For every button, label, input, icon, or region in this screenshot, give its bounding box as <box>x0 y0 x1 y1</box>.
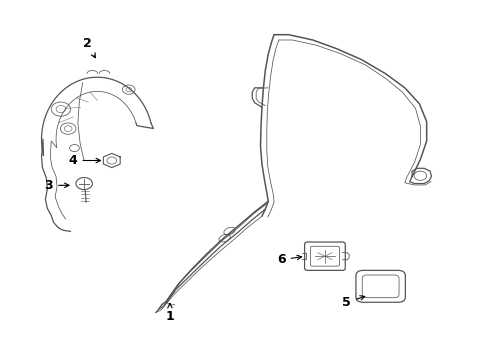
Text: 6: 6 <box>277 253 301 266</box>
Text: 5: 5 <box>343 296 365 309</box>
Text: 4: 4 <box>69 154 100 167</box>
Text: 1: 1 <box>166 303 174 323</box>
Text: 3: 3 <box>45 179 69 192</box>
Text: 2: 2 <box>83 37 96 58</box>
